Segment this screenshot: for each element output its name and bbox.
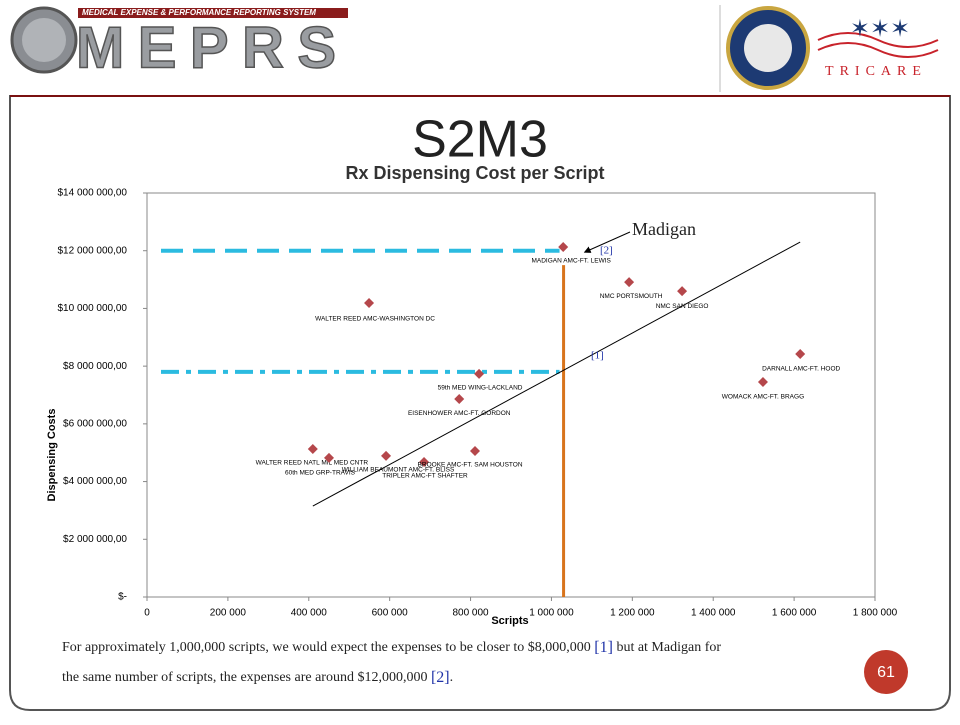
page-badge xyxy=(864,650,908,694)
point-label: WALTER REED AMC-WASHINGTON DC xyxy=(315,316,435,323)
x-tick-label: 0 xyxy=(144,608,150,619)
y-tick-label: $14 000 000,00 xyxy=(57,188,127,199)
slide-frame xyxy=(9,95,951,711)
data-point xyxy=(454,394,465,405)
caption-text: . xyxy=(450,670,454,685)
x-tick-label: 1 400 000 xyxy=(691,608,736,619)
point-label: TRIPLER AMC-FT SHAFTER xyxy=(382,473,468,480)
dod-seal-inner xyxy=(744,24,792,72)
slide-heading: S2M3 xyxy=(412,111,548,169)
annotation: [2] xyxy=(600,245,613,257)
y-tick-label: $8 000 000,00 xyxy=(63,361,127,372)
caption-text: For approximately 1,000,000 scripts, we … xyxy=(62,640,594,655)
x-axis-label: Scripts xyxy=(491,615,528,627)
globe-inner xyxy=(22,18,66,62)
y-tick-label: $6 000 000,00 xyxy=(63,418,127,429)
meprs-logo: MEPRS xyxy=(76,15,336,80)
data-point xyxy=(470,445,481,456)
data-point xyxy=(474,368,485,379)
point-label: EISENHOWER AMC-FT. GORDON xyxy=(408,410,511,417)
point-label: WALTER REED NATL MIL MED CNTR xyxy=(256,460,369,467)
x-tick-label: 1 800 000 xyxy=(853,608,898,619)
data-point xyxy=(419,456,430,467)
annotation: [1] xyxy=(591,350,604,362)
point-label: 59th MED WING-LACKLAND xyxy=(438,385,523,392)
caption-line: For approximately 1,000,000 scripts, we … xyxy=(62,639,721,656)
x-tick-label: 200 000 xyxy=(210,608,247,619)
annotation-arrow xyxy=(583,231,631,253)
point-label: BROOKE AMC-FT. SAM HOUSTON xyxy=(418,462,523,469)
y-tick-label: $12 000 000,00 xyxy=(57,245,127,256)
tricare-stars: ✶✶✶ xyxy=(850,15,910,42)
data-point xyxy=(795,349,806,360)
caption-line: the same number of scripts, the expenses… xyxy=(62,669,453,686)
data-point xyxy=(624,277,635,288)
caption-text: the same number of scripts, the expenses… xyxy=(62,670,431,685)
x-tick-label: 600 000 xyxy=(372,608,409,619)
point-label: MADIGAN AMC-FT. LEWIS xyxy=(531,258,611,265)
data-point xyxy=(381,450,392,461)
caption-ref: [1] xyxy=(594,639,613,656)
y-tick-label: $4 000 000,00 xyxy=(63,476,127,487)
data-point xyxy=(558,241,569,252)
page-number: 61 xyxy=(877,664,895,681)
caption-text: but at Madigan for xyxy=(613,640,721,655)
tricare-waves xyxy=(817,32,939,58)
y-tick-label: $- xyxy=(118,592,127,603)
x-tick-label: 1 600 000 xyxy=(772,608,817,619)
tricare-logo: TRICARE xyxy=(825,64,927,79)
y-tick-label: $2 000 000,00 xyxy=(63,534,127,545)
point-label: NMC SAN DIEGO xyxy=(656,303,709,310)
data-point xyxy=(324,452,334,463)
x-tick-label: 800 000 xyxy=(452,608,489,619)
chart-title: Rx Dispensing Cost per Script xyxy=(345,163,604,183)
header-rule xyxy=(10,95,950,97)
system-name: MEDICAL EXPENSE & PERFORMANCE REPORTING … xyxy=(82,8,316,17)
y-axis-label: Dispensing Costs xyxy=(46,409,58,502)
x-tick-label: 1 200 000 xyxy=(610,608,655,619)
point-label: NMC PORTSMOUTH xyxy=(600,293,663,300)
data-point xyxy=(364,297,375,308)
x-tick-label: 1 000 000 xyxy=(529,608,574,619)
point-label: 60th MED GRP-TRAVIS xyxy=(285,470,356,477)
data-point xyxy=(307,443,318,454)
y-tick-label: $10 000 000,00 xyxy=(57,303,127,314)
trendline xyxy=(312,241,801,507)
point-label: WOMACK AMC-FT. BRAGG xyxy=(722,394,804,401)
point-label: WILLIAM BEAUMONT AMC-FT. BLISS xyxy=(342,467,455,474)
plot-area xyxy=(146,192,876,598)
data-point xyxy=(677,286,688,297)
banner-bar xyxy=(78,8,348,18)
annotation: Madigan xyxy=(632,219,696,239)
data-point xyxy=(757,377,768,388)
x-tick-label: 400 000 xyxy=(291,608,328,619)
caption-ref: [2] xyxy=(431,669,450,686)
point-label: DARNALL AMC-FT. HOOD xyxy=(762,366,840,373)
